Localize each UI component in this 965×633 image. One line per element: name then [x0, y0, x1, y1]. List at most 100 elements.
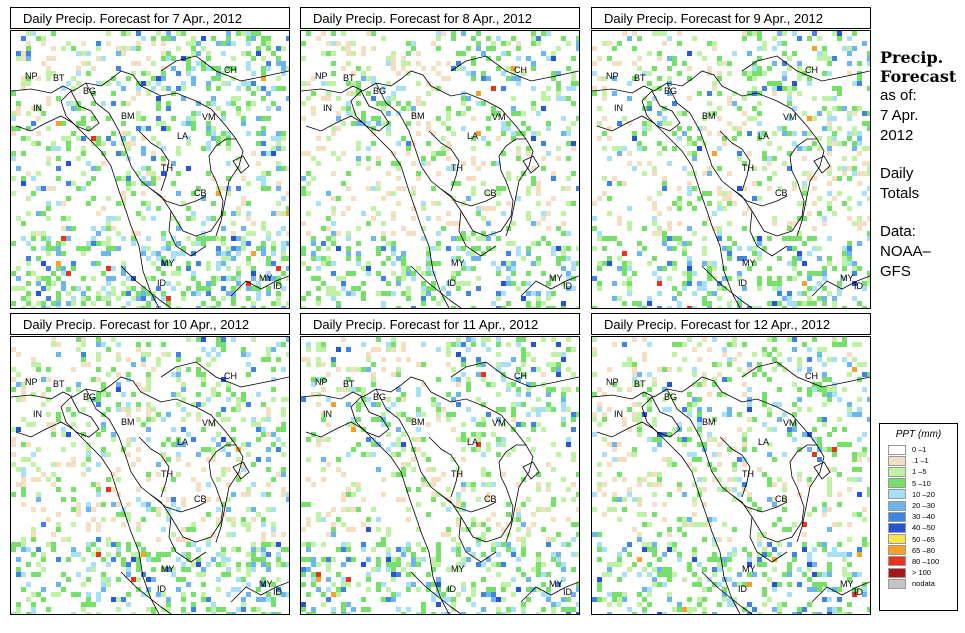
precip-cell	[556, 256, 561, 261]
precip-cell	[211, 447, 216, 452]
precip-cell	[381, 492, 386, 497]
precip-cell	[81, 337, 86, 342]
precip-cell	[867, 86, 870, 91]
precip-cell	[536, 191, 541, 196]
precip-cell	[456, 437, 461, 442]
precip-cell	[26, 582, 31, 587]
precip-cell	[481, 181, 486, 186]
precip-cell	[221, 236, 226, 241]
precip-cell	[251, 36, 256, 41]
precip-cell	[576, 412, 579, 417]
precip-cell	[677, 206, 682, 211]
precip-cell	[76, 106, 81, 111]
precip-cell	[456, 111, 461, 116]
precip-cell	[71, 101, 76, 106]
precip-cell	[171, 502, 176, 507]
precip-cell	[622, 547, 627, 552]
precip-cell	[51, 542, 56, 547]
precip-cell	[131, 46, 136, 51]
precip-cell	[306, 151, 311, 156]
precip-cell	[501, 612, 506, 614]
precip-cell	[501, 377, 506, 382]
precip-cell	[431, 567, 436, 572]
precip-cell	[276, 266, 281, 271]
precip-cell	[476, 236, 481, 241]
precip-cell	[632, 377, 637, 382]
precip-cell	[201, 517, 206, 522]
precip-cell	[401, 397, 406, 402]
precip-cell	[221, 296, 226, 301]
precip-cell	[281, 146, 286, 151]
precip-cell	[777, 301, 782, 306]
precip-cell	[226, 397, 231, 402]
precip-cell	[306, 342, 311, 347]
precip-cell	[461, 422, 466, 427]
precip-cell	[216, 392, 221, 397]
precip-cell	[617, 256, 622, 261]
precip-cell	[331, 357, 336, 362]
precip-cell	[461, 246, 466, 251]
precip-cell	[141, 572, 146, 577]
precip-cell	[516, 151, 521, 156]
precip-cell	[326, 91, 331, 96]
precip-cell	[506, 66, 511, 71]
precip-cell	[151, 567, 156, 572]
precip-cell	[31, 141, 36, 146]
precip-cell	[216, 106, 221, 111]
precip-cell	[802, 131, 807, 136]
precip-cell	[331, 261, 336, 266]
precip-cell	[81, 136, 86, 141]
precip-cell	[271, 251, 276, 256]
precip-cell	[837, 176, 842, 181]
precip-cell	[797, 607, 802, 612]
precip-cell	[316, 342, 321, 347]
precip-cell	[426, 467, 431, 472]
precip-cell	[752, 76, 757, 81]
precip-cell	[256, 597, 261, 602]
precip-cell	[867, 607, 870, 612]
precip-cell	[101, 392, 106, 397]
precip-cell	[592, 246, 597, 251]
precip-cell	[186, 552, 191, 557]
precip-cell	[707, 131, 712, 136]
precip-cell	[536, 557, 541, 562]
precip-cell	[286, 266, 289, 271]
precip-cell	[592, 86, 597, 91]
precip-cell	[221, 502, 226, 507]
precip-cell	[191, 542, 196, 547]
precip-cell	[286, 191, 289, 196]
precip-cell	[81, 557, 86, 562]
precip-cell	[642, 352, 647, 357]
precip-cell	[211, 36, 216, 41]
precip-cell	[176, 71, 181, 76]
precip-cell	[316, 562, 321, 567]
precip-cell	[146, 306, 151, 308]
precip-cell	[667, 246, 672, 251]
precip-cell	[416, 51, 421, 56]
precip-cell	[827, 166, 832, 171]
precip-cell	[787, 246, 792, 251]
precip-cell	[672, 542, 677, 547]
precip-cell	[652, 567, 657, 572]
precip-cell	[797, 472, 802, 477]
precip-cell	[471, 447, 476, 452]
precip-cell	[21, 542, 26, 547]
precip-cell	[71, 286, 76, 291]
precip-cell	[747, 402, 752, 407]
precip-cell	[772, 502, 777, 507]
precip-cell	[857, 61, 862, 66]
precip-cell	[16, 106, 21, 111]
precip-cell	[81, 61, 86, 66]
precip-cell	[191, 402, 196, 407]
precip-cell	[617, 517, 622, 522]
map-label: BT	[634, 379, 646, 389]
precip-cell	[411, 186, 416, 191]
precip-cell	[561, 306, 566, 308]
precip-cell	[36, 477, 41, 482]
precip-cell	[16, 51, 21, 56]
precip-cell	[772, 482, 777, 487]
precip-cell	[837, 597, 842, 602]
precip-cell	[521, 131, 526, 136]
precip-cell	[787, 357, 792, 362]
precip-cell	[406, 507, 411, 512]
